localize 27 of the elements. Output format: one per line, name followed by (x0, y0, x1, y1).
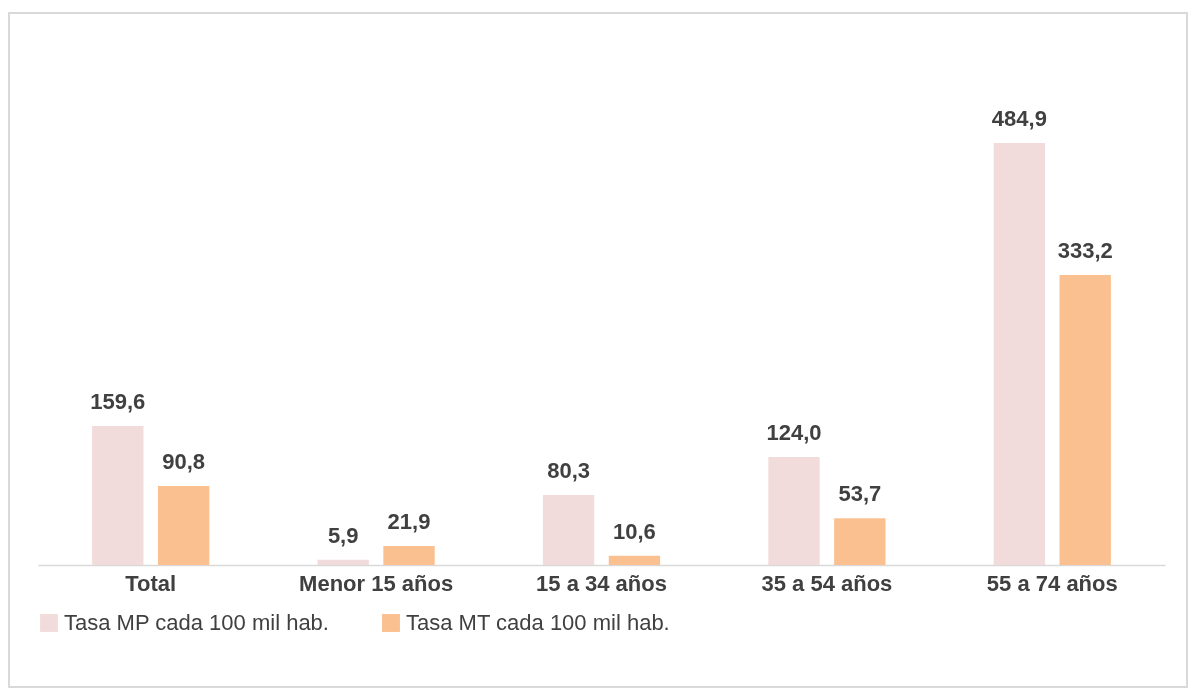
data-label: 90,8 (162, 448, 206, 474)
x-tick-label: Total (125, 570, 177, 596)
x-tick-label: 35 a 54 años (761, 570, 893, 596)
bar (768, 457, 820, 565)
data-label: 5,9 (327, 522, 359, 548)
bar (608, 555, 661, 565)
data-label: 159,6 (90, 389, 146, 415)
bar (993, 143, 1046, 565)
bar (157, 485, 210, 565)
data-label: 53,7 (838, 481, 882, 507)
data-label: 333,2 (1057, 238, 1113, 264)
legend-label: Tasa MT cada 100 mil hab. (406, 610, 670, 635)
bar (383, 545, 435, 565)
x-tick-label: 15 a 34 años (536, 570, 667, 596)
data-label: 21,9 (387, 508, 431, 534)
bar (92, 426, 144, 565)
data-label: 484,9 (991, 106, 1047, 131)
data-label: 80,3 (547, 458, 590, 484)
x-tick-label: 55 a 74 años (986, 570, 1118, 596)
bar (1059, 275, 1111, 565)
bar (317, 559, 369, 565)
bar (834, 518, 886, 565)
data-label: 10,6 (613, 518, 656, 544)
bar (542, 495, 595, 565)
legend-label: Tasa MP cada 100 mil hab. (64, 610, 329, 635)
data-label: 124,0 (766, 420, 822, 446)
x-tick-label: Menor 15 años (299, 570, 454, 596)
